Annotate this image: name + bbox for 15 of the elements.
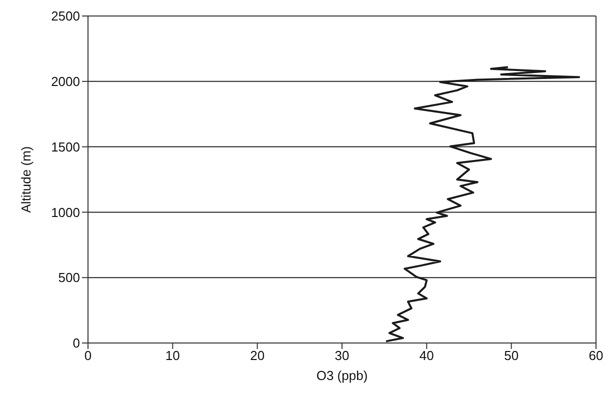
x-tick-label: 0 [84, 348, 92, 364]
y-tick-label: 0 [72, 336, 80, 351]
y-tick-label: 1000 [51, 204, 80, 220]
x-axis-title: O3 (ppb) [316, 368, 368, 383]
x-tick-label: 20 [250, 348, 265, 364]
x-tick-label: 10 [165, 348, 180, 364]
y-tick-label: 2500 [51, 8, 80, 24]
x-tick-label: 60 [588, 348, 604, 364]
x-tick-label: 30 [334, 348, 350, 364]
y-tick-label: 2000 [51, 74, 80, 90]
y-axis-title: Altitude (m) [18, 146, 34, 213]
x-tick-label: 40 [419, 348, 434, 364]
y-tick-label: 500 [58, 270, 80, 286]
x-tick-label: 50 [504, 348, 519, 364]
y-tick-label: 1500 [51, 139, 80, 154]
